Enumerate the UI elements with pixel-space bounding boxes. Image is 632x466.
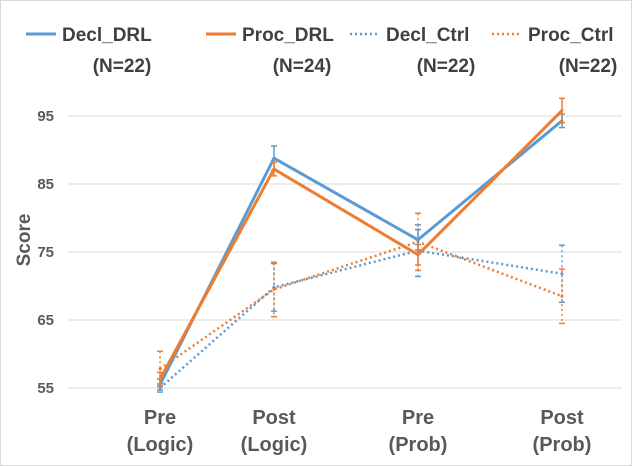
legend-n-label: (N=22): [559, 56, 618, 77]
legend-entry: Proc_DRL (N=24): [206, 25, 334, 77]
y-tick-label: 95: [37, 108, 54, 125]
x-category-sublabel: (Prob): [389, 434, 448, 456]
data-point: [158, 377, 162, 381]
y-axis-ticks: 55 65 75 85 95: [37, 108, 54, 397]
x-axis-categories: Pre (Logic) Post (Logic) Pre (Prob) Post (Prob): [127, 407, 592, 456]
series-proc-drl: [157, 97, 565, 387]
x-category-label: Post: [540, 407, 584, 429]
x-category-label: Post: [252, 407, 296, 429]
y-tick-label: 55: [37, 380, 54, 397]
x-category-sublabel: (Prob): [533, 434, 592, 456]
data-point: [560, 294, 564, 298]
legend: Decl_DRL (N=22) Proc_DRL (N=24) Decl_Ctrl (N=…: [26, 25, 617, 77]
y-tick-label: 85: [37, 176, 54, 193]
data-point: [416, 253, 420, 257]
y-tick-label: 75: [37, 244, 54, 261]
data-point: [272, 167, 276, 171]
series-line: [158, 109, 564, 380]
legend-entry: Decl_Ctrl (N=22): [350, 25, 475, 77]
legend-entry: Proc_Ctrl (N=22): [492, 25, 617, 77]
series-proc-ctrl: [157, 212, 565, 388]
series-line: [159, 249, 563, 389]
data-point: [272, 156, 276, 160]
legend-n-label: (N=22): [417, 56, 476, 77]
legend-label: Decl_Ctrl: [386, 25, 469, 46]
legend-n-label: (N=24): [273, 56, 332, 77]
legend-label: Proc_Ctrl: [528, 25, 614, 46]
data-point: [560, 109, 564, 113]
legend-entry: Decl_DRL (N=22): [26, 25, 152, 77]
y-axis-title: Score: [14, 214, 35, 267]
x-category-sublabel: (Logic): [241, 434, 308, 456]
series-group: [157, 97, 565, 393]
legend-label: Proc_DRL: [242, 25, 334, 46]
legend-label: Decl_DRL: [62, 25, 152, 46]
y-tick-label: 65: [37, 312, 54, 329]
legend-n-label: (N=22): [93, 56, 152, 77]
x-category-sublabel: (Logic): [127, 434, 194, 456]
data-point: [272, 287, 276, 291]
x-category-label: Pre: [402, 407, 434, 429]
data-point: [158, 367, 162, 371]
x-category-label: Pre: [144, 407, 176, 429]
data-point: [416, 238, 420, 242]
